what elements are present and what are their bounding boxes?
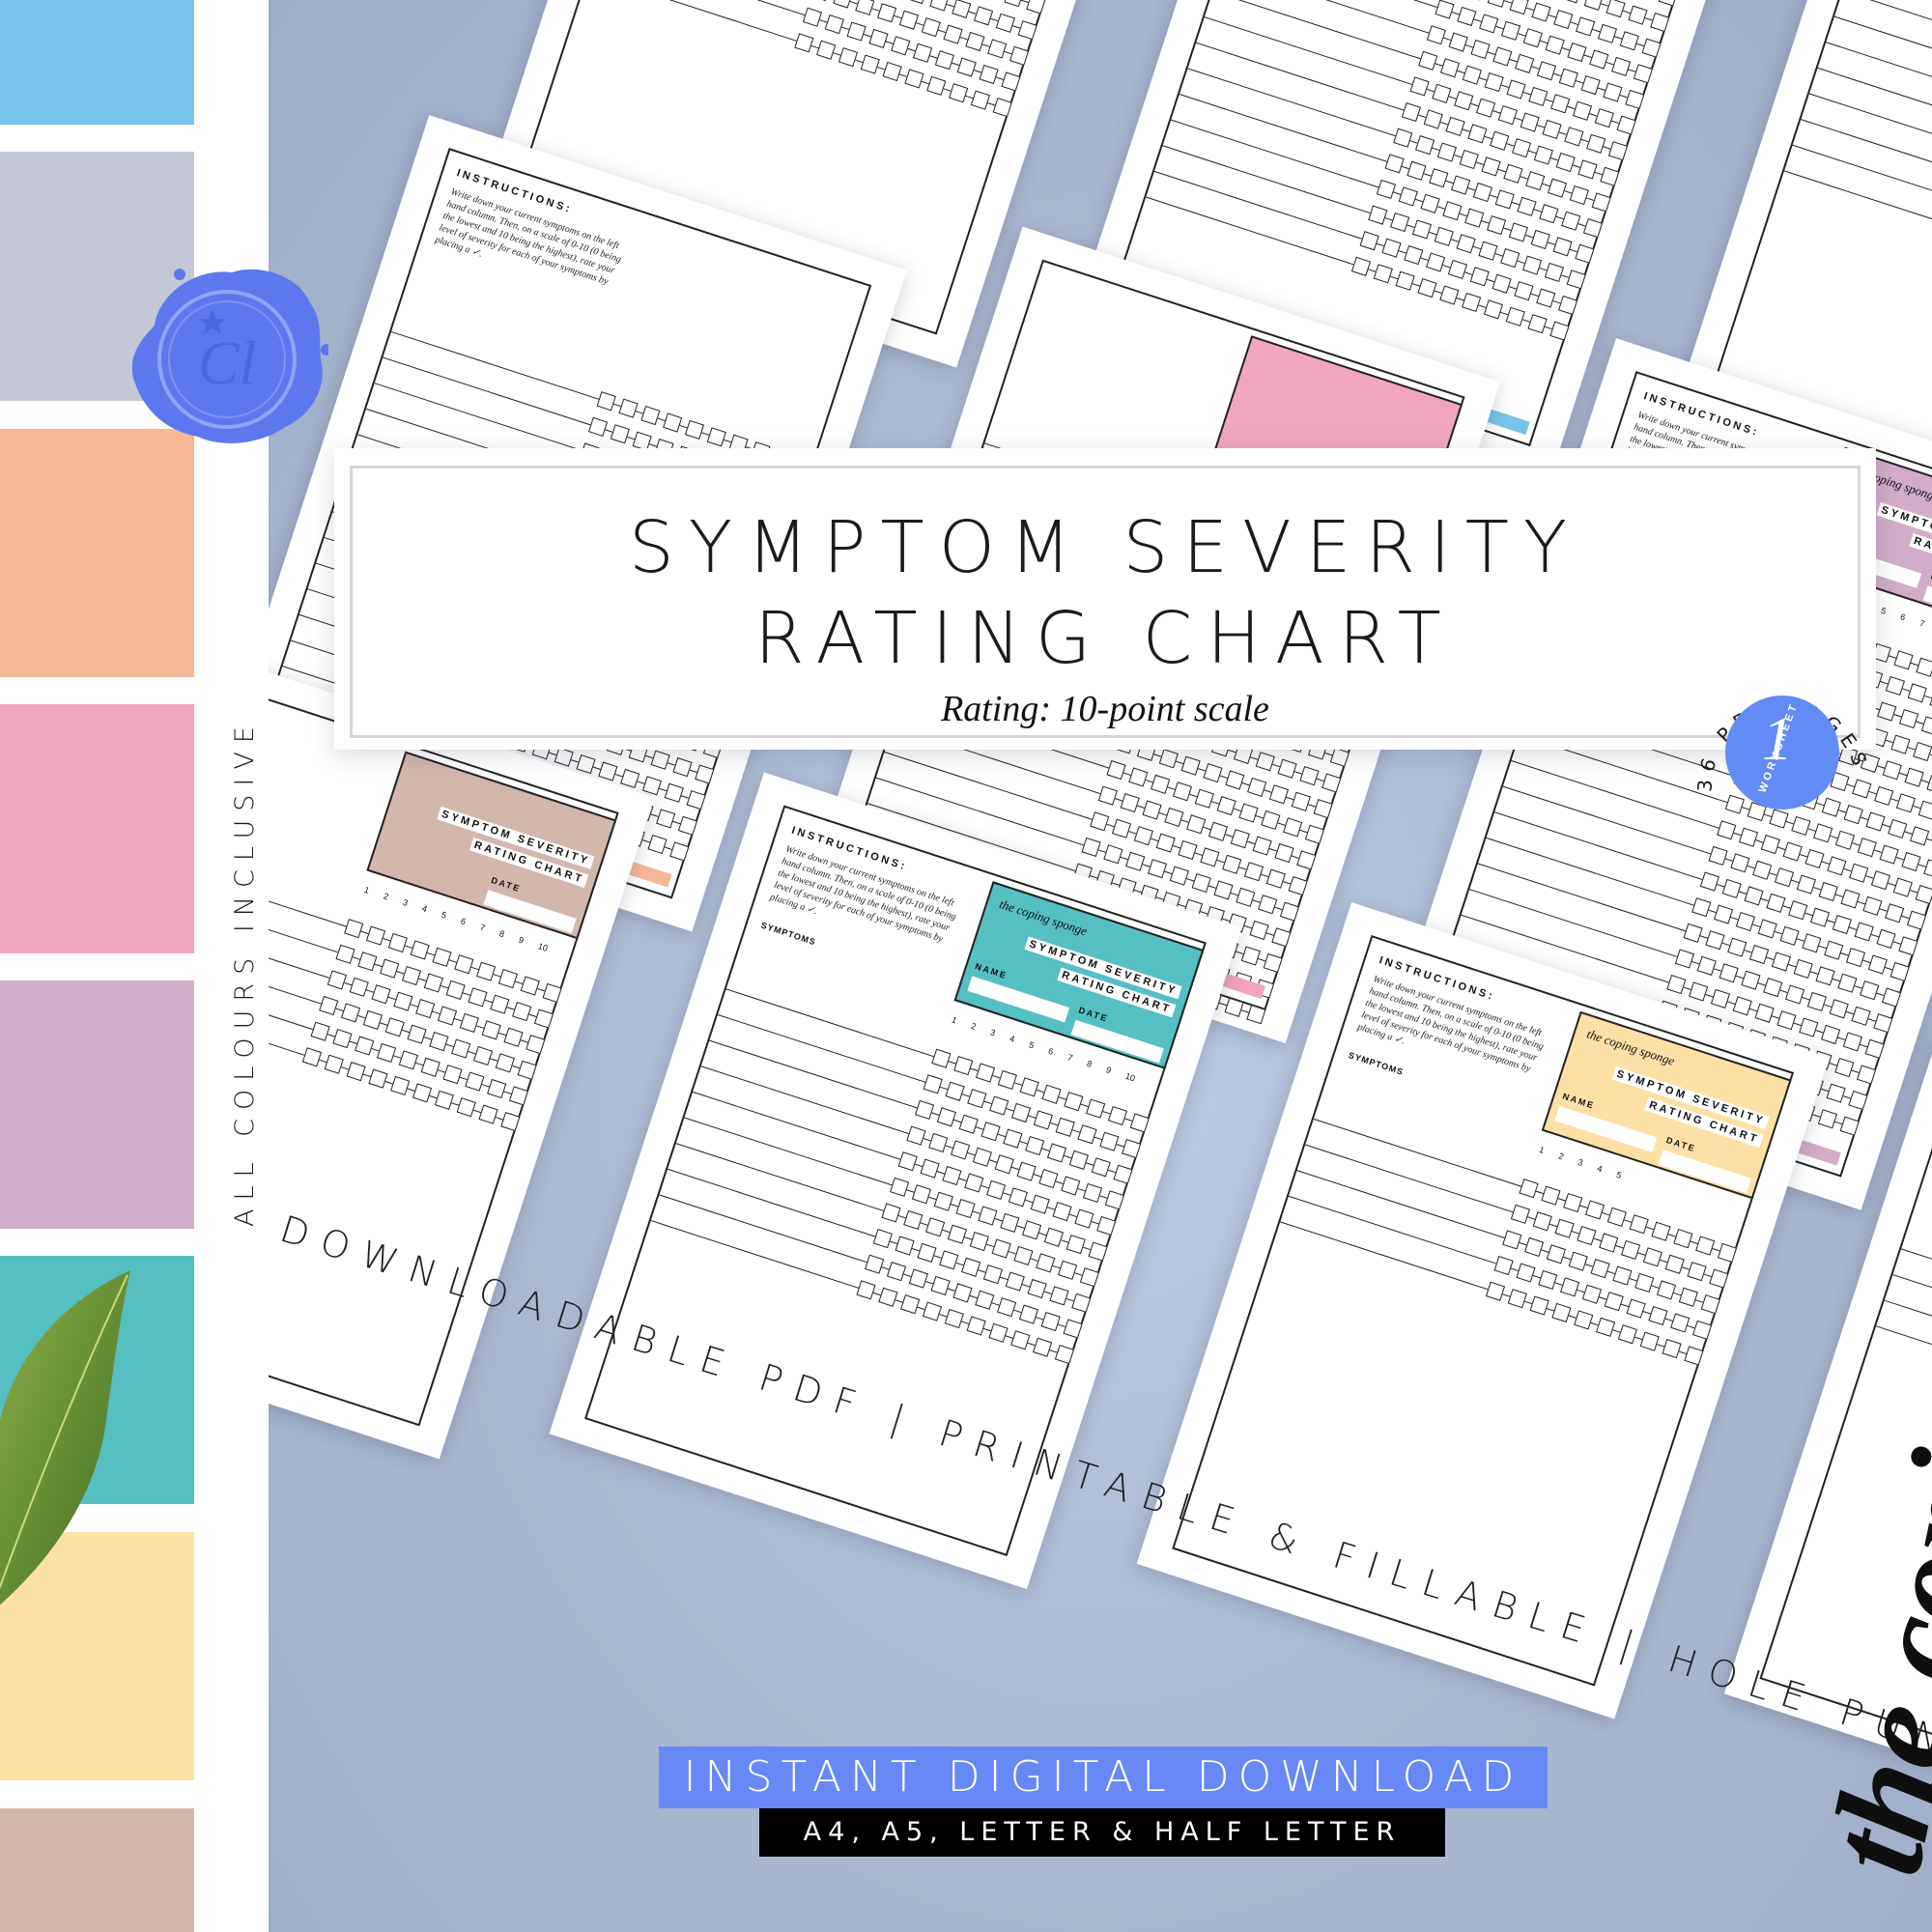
symptoms-label: SYMPTOMS: [759, 920, 818, 948]
product-title-banner: SYMPTOM SEVERITY RATING CHART Rating: 10…: [334, 448, 1876, 750]
swatch-pink: [0, 704, 194, 953]
brand-script: the coping sponge: [997, 895, 1090, 939]
instructions-body: Write down your current symptoms on the …: [434, 186, 623, 288]
swatch-taupe: [0, 1808, 194, 1932]
wax-seal-logo: Cl: [131, 269, 328, 443]
instructions-body: Write down your current symptoms on the …: [768, 843, 958, 945]
header-line1: SYMPTOM SEVERITY: [1876, 502, 1932, 565]
rating-subtitle: Rating: 10-point scale: [941, 689, 1269, 729]
worksheet-collage: Copyright © 2020 by The Coping Sponge. A…: [269, 0, 1932, 1932]
date-label: DATE: [1077, 1005, 1110, 1024]
date-label: DATE: [1664, 1135, 1697, 1154]
page-title-line2: RATING CHART: [754, 597, 1456, 680]
date-field: [1658, 1150, 1752, 1194]
symptoms-label: SYMPTOMS: [1347, 1050, 1406, 1077]
star-icon: [199, 309, 226, 334]
swatch-teal: [0, 1256, 194, 1504]
swatch-butter: [0, 1532, 194, 1780]
swatch-peach: [0, 429, 194, 677]
name-field: [967, 976, 1070, 1023]
instructions-body: Write down your current symptoms on the …: [1355, 974, 1546, 1075]
brand-script: the coping sponge: [1584, 1026, 1677, 1068]
all-colours-label: ALL COLOURS INCLUSIVE: [230, 718, 260, 1227]
paper-sizes-banner: A4, A5, LETTER & HALF LETTER: [759, 1808, 1445, 1857]
page-title-line1: SYMPTOM SEVERITY: [628, 506, 1582, 589]
worksheet-badge: 36 PDF PAGES WORKSHEET 1: [1692, 676, 1866, 821]
worksheet-header-box: SYMPTOM SEVERITY RATING CHART DATE: [366, 751, 617, 940]
instant-download-banner: INSTANT DIGITAL DOWNLOAD: [659, 1747, 1548, 1808]
title-frame: [350, 466, 1861, 738]
swatch-sky-blue: [0, 0, 194, 125]
badge-number: 1: [1762, 704, 1793, 773]
badge-circle: [1725, 696, 1839, 810]
seal-monogram: Cl: [198, 328, 256, 397]
swatch-lavender: [0, 980, 194, 1229]
name-field: [1554, 1105, 1658, 1152]
